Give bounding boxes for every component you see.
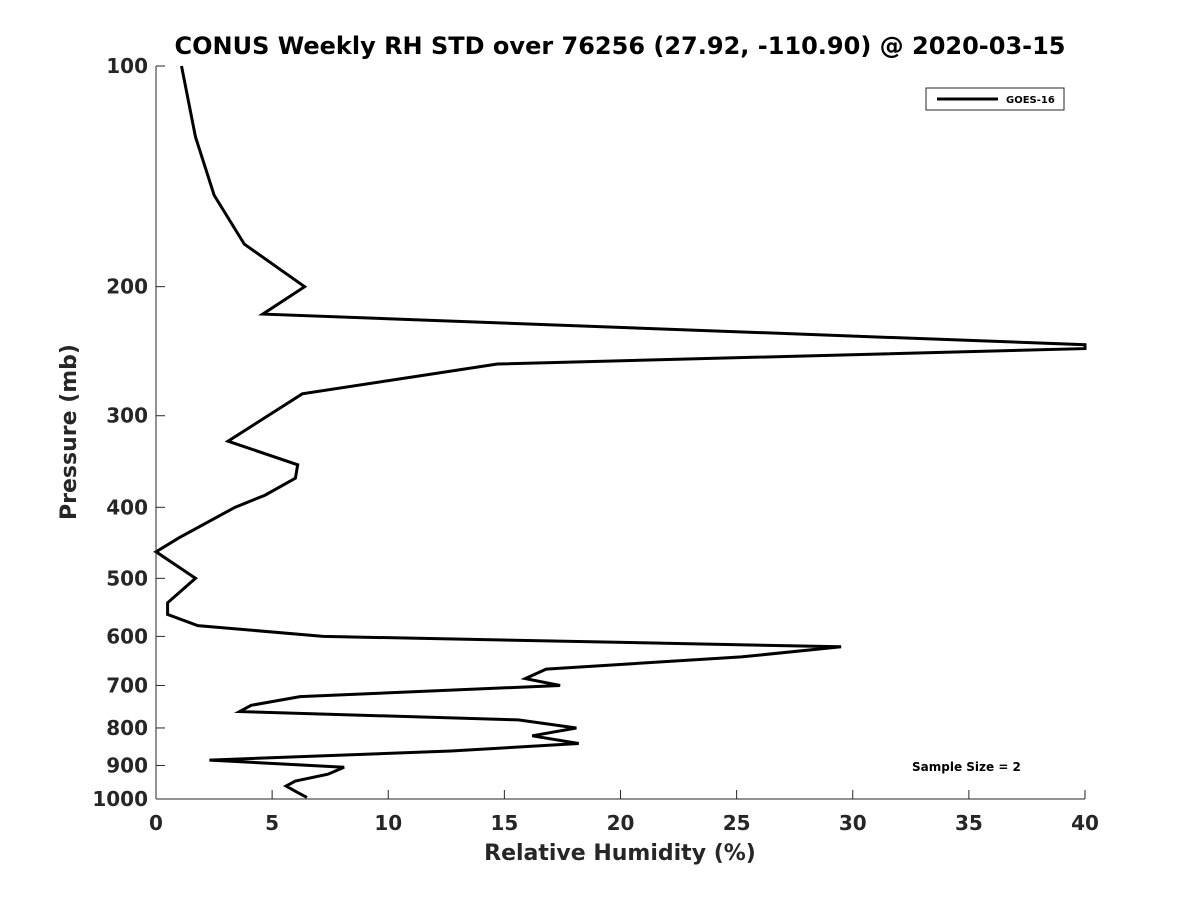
y-tick-label: 500 [106,566,148,590]
x-tick-label: 40 [1071,811,1099,835]
legend-label: GOES-16 [1006,95,1055,106]
x-tick-label: 20 [607,811,635,835]
x-tick-label: 35 [955,811,983,835]
chart-title: CONUS Weekly RH STD over 76256 (27.92, -… [174,32,1065,60]
y-tick-label: 900 [106,753,148,777]
x-tick-label: 15 [490,811,518,835]
y-tick-label: 300 [106,404,148,428]
series-line-goes-16 [153,65,1087,799]
x-tick-label: 10 [374,811,402,835]
y-tick-label: 700 [106,673,148,697]
y-tick-label: 800 [106,716,148,740]
x-tick-label: 0 [149,811,163,835]
sample-size-annotation: Sample Size = 2 [912,760,1021,774]
y-axis-label: Pressure (mb) [57,344,82,520]
y-tick-label: 400 [106,495,148,519]
x-tick-label: 30 [839,811,867,835]
axis-ticks: 0 5 10 15 20 25 30 35 40 100 200 300 400 500 600 700 800… [92,54,1099,835]
x-tick-label: 25 [723,811,751,835]
legend: GOES-16 [925,87,1065,111]
x-tick-label: 5 [265,811,279,835]
y-tick-label: 200 [106,275,148,299]
y-tick-label: 1000 [92,787,148,811]
x-axis-label: Relative Humidity (%) [484,841,756,866]
y-tick-label: 600 [106,624,148,648]
y-tick-label: 100 [106,54,148,78]
